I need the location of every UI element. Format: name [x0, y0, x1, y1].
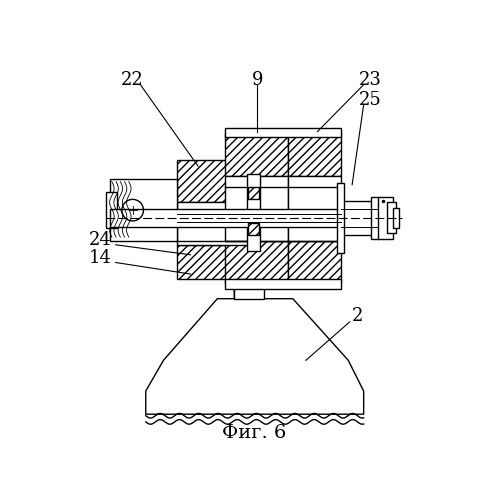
Bar — [393, 208, 399, 228]
Bar — [247, 174, 260, 251]
Bar — [225, 176, 288, 241]
Bar — [177, 160, 254, 202]
Bar — [106, 192, 117, 228]
Text: 2: 2 — [352, 308, 363, 326]
Bar — [234, 280, 263, 298]
Bar — [225, 241, 288, 284]
Text: 23: 23 — [358, 71, 381, 89]
Bar — [225, 280, 340, 288]
Bar — [387, 202, 396, 233]
Bar — [288, 133, 340, 176]
Polygon shape — [146, 280, 364, 414]
Bar — [177, 245, 254, 280]
Bar — [109, 208, 387, 227]
Bar — [225, 133, 288, 176]
Bar — [288, 241, 340, 284]
Bar — [109, 180, 177, 241]
Text: 25: 25 — [358, 91, 381, 109]
Bar — [371, 197, 393, 238]
Text: 9: 9 — [251, 71, 263, 89]
Text: 14: 14 — [89, 249, 112, 267]
Bar — [248, 223, 259, 235]
Bar — [340, 201, 378, 235]
Text: Фиг. 6: Фиг. 6 — [222, 424, 286, 442]
Bar — [177, 202, 254, 245]
Bar — [288, 176, 340, 241]
Bar — [337, 183, 344, 252]
Text: 22: 22 — [121, 71, 144, 89]
Bar — [225, 128, 340, 137]
Bar — [248, 187, 259, 198]
Text: 24: 24 — [89, 231, 112, 249]
